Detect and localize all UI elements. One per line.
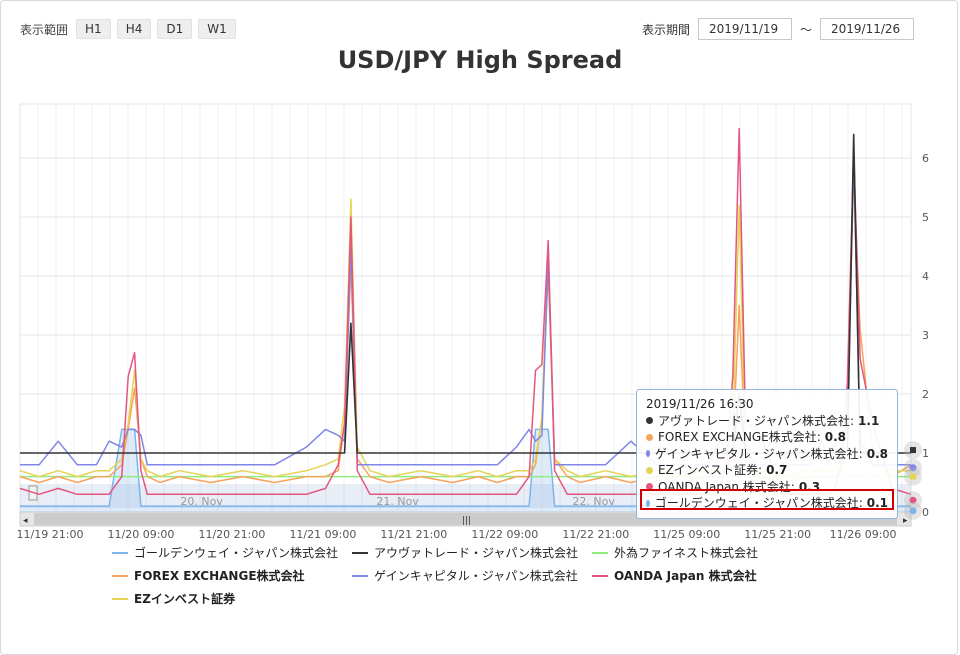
legend-item[interactable]: ゲインキャピタル・ジャパン株式会社 xyxy=(352,567,592,584)
hover-marker xyxy=(910,473,916,480)
y-tick-label: 1 xyxy=(922,447,929,460)
tooltip-row: アヴァトレード・ジャパン株式会社: 1.1 xyxy=(646,413,888,430)
range-button-d1[interactable]: D1 xyxy=(157,19,193,39)
scroll-left-arrow[interactable]: ◂ xyxy=(23,516,28,526)
legend-label: OANDA Japan 株式会社 xyxy=(614,569,757,583)
period-separator: ～ xyxy=(799,22,812,37)
hover-marker xyxy=(909,496,917,504)
legend-item[interactable]: 外為ファイネスト株式会社 xyxy=(592,544,772,561)
y-tick-label: 4 xyxy=(922,270,929,283)
legend-label: FOREX EXCHANGE株式会社 xyxy=(134,569,305,583)
tooltip-dot xyxy=(646,417,653,425)
legend-swatch xyxy=(592,551,608,554)
tooltip-row: ゲインキャピタル・ジャパン株式会社: 0.8 xyxy=(646,446,888,463)
tooltip-series-value: 0.8 xyxy=(824,430,847,444)
tooltip-dot xyxy=(646,450,650,458)
tooltip-dot xyxy=(646,466,653,474)
x-tick-label: 11/22 21:00 xyxy=(562,528,629,541)
legend-swatch xyxy=(112,551,128,554)
period-selector: 表示期間 ～ xyxy=(642,18,914,40)
legend-item[interactable]: EZインベスト証券 xyxy=(112,590,352,607)
x-tick-label: 11/19 21:00 xyxy=(17,528,84,541)
tooltip-header: 2019/11/26 16:30 xyxy=(646,397,754,411)
tooltip-series-value: 1.1 xyxy=(858,413,880,428)
x-tick-label: 11/21 21:00 xyxy=(380,528,447,541)
x-tick-label: 11/25 21:00 xyxy=(744,528,811,541)
legend-item[interactable]: OANDA Japan 株式会社 xyxy=(592,567,772,584)
tooltip-series-name: EZインベスト証券: xyxy=(658,463,763,477)
legend-swatch xyxy=(592,574,608,577)
y-tick-label: 6 xyxy=(922,152,929,165)
y-tick-label: 5 xyxy=(922,211,929,224)
chart-legend: ゴールデンウェイ・ジャパン株式会社 アウヴァトレード・ジャパン株式会社 外為ファイネ… xyxy=(112,544,772,607)
range-button-w1[interactable]: W1 xyxy=(198,19,236,39)
y-tick-label: 3 xyxy=(922,329,929,342)
range-button-h4[interactable]: H4 xyxy=(116,19,152,39)
x-tick-label: 11/22 09:00 xyxy=(471,528,538,541)
hover-marker xyxy=(910,447,916,454)
legend-label: 外為ファイネスト株式会社 xyxy=(614,546,759,560)
x-tick-label: 11/20 21:00 xyxy=(198,528,265,541)
legend-swatch xyxy=(352,551,368,554)
tooltip-series-value: 0.7 xyxy=(766,463,788,477)
legend-swatch xyxy=(112,574,128,577)
legend-label: EZインベスト証券 xyxy=(134,592,236,606)
period-from-input[interactable] xyxy=(697,18,792,40)
tooltip-series-name: FOREX EXCHANGE株式会社: xyxy=(658,430,821,444)
x-tick-label: 11/21 09:00 xyxy=(289,528,356,541)
legend-item[interactable]: アウヴァトレード・ジャパン株式会社 xyxy=(352,544,592,561)
tooltip-row: FOREX EXCHANGE株式会社: 0.8 xyxy=(646,429,888,446)
tooltip-row: ゴールデンウェイ・ジャパン株式会社: 0.1 xyxy=(646,495,888,512)
range-button-h1[interactable]: H1 xyxy=(76,19,111,39)
scroll-right-arrow[interactable]: ▸ xyxy=(903,516,908,526)
tooltip-series-name: ゲインキャピタル・ジャパン株式会社: xyxy=(654,446,863,461)
navigator-date-label: 21. Nov xyxy=(376,495,419,508)
range-label: 表示範囲 xyxy=(20,22,69,37)
legend-swatch xyxy=(112,597,128,600)
y-tick-label: 2 xyxy=(922,388,929,401)
period-to-input[interactable] xyxy=(820,18,914,40)
chart-tooltip: 2019/11/26 16:30 アヴァトレード・ジャパン株式会社: 1.1 FOR… xyxy=(636,389,898,519)
x-tick-label: 11/26 09:00 xyxy=(830,528,897,541)
legend-label: アウヴァトレード・ジャパン株式会社 xyxy=(374,546,579,560)
tooltip-series-name: アヴァトレード・ジャパン株式会社: xyxy=(658,413,855,428)
legend-item[interactable]: ゴールデンウェイ・ジャパン株式会社 xyxy=(112,544,352,561)
legend-label: ゴールデンウェイ・ジャパン株式会社 xyxy=(134,546,339,560)
legend-label: ゲインキャピタル・ジャパン株式会社 xyxy=(374,569,578,583)
chart-title: USD/JPY High Spread xyxy=(337,46,623,74)
tooltip-row: EZインベスト証券: 0.7 xyxy=(646,462,888,479)
navigator-handle-grip[interactable]: ||| xyxy=(462,516,471,526)
range-selector: 表示範囲 H1 H4 D1 W1 xyxy=(20,19,236,39)
tooltip-dot xyxy=(646,483,653,491)
hover-marker xyxy=(909,507,917,515)
tooltip-series-value: 0.1 xyxy=(866,496,888,510)
x-tick-label: 11/20 09:00 xyxy=(108,528,175,541)
tooltip-series-name: ゴールデンウェイ・ジャパン株式会社: xyxy=(654,496,863,510)
hover-marker xyxy=(909,464,917,472)
tooltip-dot xyxy=(646,433,653,441)
navigator-date-label: 22. Nov xyxy=(572,495,615,508)
tooltip-highlight-box xyxy=(640,489,894,510)
period-label: 表示期間 xyxy=(641,22,690,37)
legend-swatch xyxy=(352,574,368,577)
navigator-date-label: 20. Nov xyxy=(180,495,223,508)
x-tick-label: 11/25 09:00 xyxy=(653,528,720,541)
tooltip-dot xyxy=(646,499,650,507)
tooltip-series-value: 0.8 xyxy=(866,446,888,461)
y-tick-label: 0 xyxy=(922,506,929,519)
legend-item[interactable]: FOREX EXCHANGE株式会社 xyxy=(112,567,352,584)
